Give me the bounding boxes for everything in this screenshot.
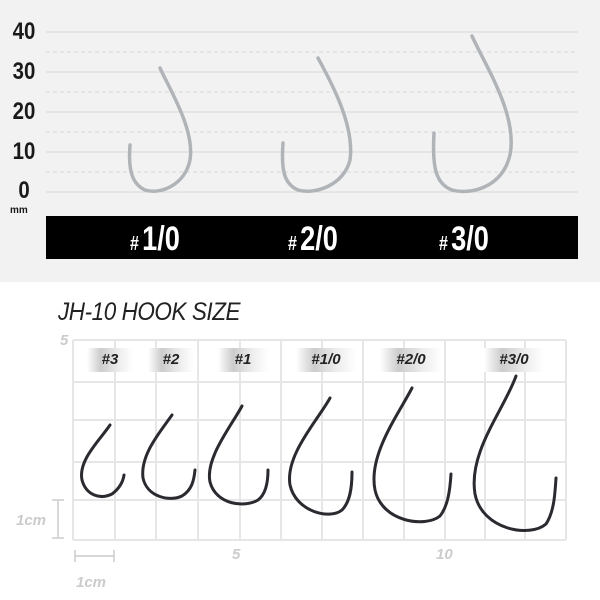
grid-lines: [46, 31, 578, 194]
y-tick: 30: [12, 58, 36, 85]
top-size-panel: 40 30 20 10 0 mm #1/0 #2/0 #3/0: [0, 0, 600, 282]
unit-label: mm: [10, 205, 28, 216]
size-label-1-0: #1/0: [130, 220, 180, 258]
chart-title: JH-10 HOOK SIZE: [58, 298, 241, 326]
x-label-5: 5: [232, 546, 241, 563]
hook-2-0: [280, 56, 353, 193]
size-label-3-0: #3/0: [439, 220, 489, 258]
y-tick: 0: [18, 177, 30, 204]
size-tag-1-0: #1/0: [296, 348, 356, 372]
scale-label-horizontal: 1cm: [76, 574, 107, 591]
size-tag-2-0: #2/0: [380, 348, 442, 372]
size-label-2-0: #2/0: [288, 220, 338, 258]
y-tick: 10: [12, 138, 36, 165]
size-tag-1: #1: [218, 348, 268, 372]
y-tick: 20: [12, 98, 36, 125]
y-tick: 40: [12, 18, 36, 45]
hook-1-0: [127, 66, 193, 193]
hook-2-0: [372, 386, 453, 524]
corner-label: 5: [60, 332, 69, 349]
hook-3-0: [431, 34, 513, 194]
hook-2: [141, 413, 197, 500]
size-tag-2: #2: [148, 348, 194, 372]
size-tag-3-0: #3/0: [484, 348, 544, 372]
size-tag-3: #3: [87, 348, 133, 372]
hook-3: [80, 423, 126, 498]
hook-1: [207, 404, 270, 506]
size-bar: #1/0 #2/0 #3/0: [46, 216, 578, 259]
hook-3-0: [472, 374, 558, 532]
hook-1-0: [288, 396, 354, 516]
scale-label-vertical: 1cm: [16, 512, 47, 529]
x-label-10: 10: [436, 546, 453, 563]
